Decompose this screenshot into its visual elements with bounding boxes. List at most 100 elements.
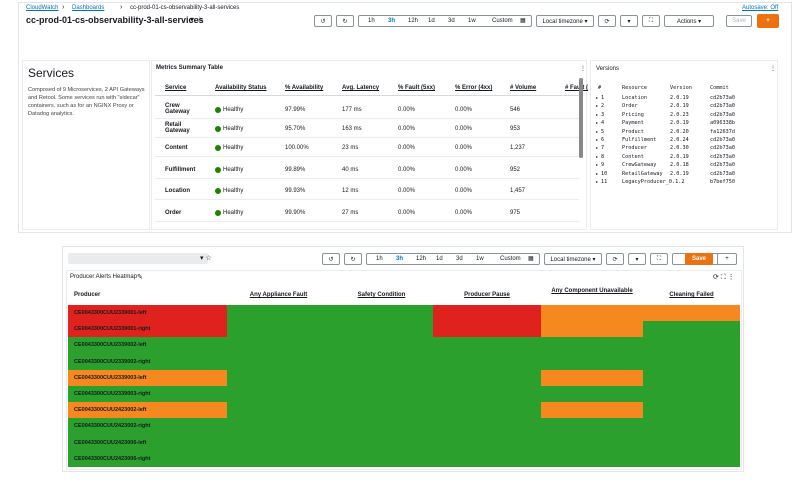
expand-arrow[interactable]: ▸ [596,153,599,159]
heatmap-cell[interactable] [227,305,330,322]
heatmap-cell[interactable] [643,418,740,435]
heatmap-cell[interactable] [541,402,643,419]
heatmap-cell[interactable] [330,434,433,451]
heatmap-cell[interactable] [330,337,433,354]
metrics-column-header[interactable]: Service [165,85,187,91]
heatmap-cell[interactable] [433,305,541,322]
heatmap-cell[interactable] [433,450,541,467]
undo-button[interactable]: ↺ [322,253,340,265]
redo-button[interactable]: ↻ [344,253,362,265]
heatmap-cell[interactable] [227,386,330,403]
heatmap-cell[interactable] [541,434,643,451]
heatmap-cell[interactable] [330,418,433,435]
heatmap-cell[interactable] [330,369,433,386]
title-icons[interactable]: ▾ ☆ [200,255,212,262]
time-range-option[interactable]: 12h [408,18,419,24]
time-range-option[interactable]: 1w [468,18,476,24]
heatmap-column-header[interactable]: Producer [74,292,101,298]
metrics-column-header[interactable]: # Fault ( [565,85,589,91]
time-range-option[interactable]: 1d [428,18,435,24]
heatmap-cell[interactable] [541,353,643,370]
heatmap-cell[interactable] [643,353,740,370]
heatmap-cell[interactable] [643,386,740,403]
save-button[interactable]: Save [685,253,713,265]
expand-arrow[interactable]: ▸ [596,95,599,100]
heatmap-cell[interactable] [541,305,643,322]
widget-menu[interactable]: ⋮ [580,66,586,72]
add-button[interactable]: + [757,14,779,28]
heatmap-cell[interactable] [227,337,330,354]
expand-arrow[interactable]: ▸ [596,103,599,109]
heatmap-cell[interactable] [68,434,227,451]
time-range-option[interactable]: 1h [368,18,375,24]
metrics-column-header[interactable]: # Volume [510,85,537,91]
expand-arrow[interactable]: ▸ [596,170,599,176]
time-range-option[interactable]: 12h [416,256,427,262]
heatmap-cell[interactable] [68,418,227,435]
heatmap-cell[interactable] [541,337,643,354]
time-range-option[interactable]: 1d [436,256,443,262]
heatmap-cell[interactable] [433,337,541,354]
heatmap-cell[interactable] [433,353,541,370]
heatmap-cell[interactable] [643,369,740,386]
fullscreen-button[interactable]: ⛶ [650,253,668,265]
heatmap-cell[interactable] [227,353,330,370]
versions-column-header[interactable]: # [598,85,602,91]
refresh-button[interactable]: ⟳ [598,15,616,27]
time-range-option[interactable]: 1w [476,256,484,262]
heatmap-cell[interactable] [68,321,227,338]
heatmap-cell[interactable] [643,450,740,467]
time-range-option[interactable]: 3h [396,256,404,262]
heatmap-cell[interactable] [643,434,740,451]
custom-range[interactable]: Custom [500,256,521,262]
expand-arrow[interactable]: ▸ [596,111,599,117]
heatmap-cell[interactable] [227,418,330,435]
expand-arrow[interactable]: ▸ [596,120,599,126]
edit-icon[interactable]: ✎ [137,274,143,281]
breadcrumb-item[interactable]: Dashboards [72,5,105,11]
metrics-column-header[interactable]: % Availability [285,85,324,91]
heatmap-cell[interactable] [643,402,740,419]
heatmap-cell[interactable] [68,369,227,386]
heatmap-cell[interactable] [643,337,740,354]
heatmap-cell[interactable] [643,305,740,322]
heatmap-cell[interactable] [330,402,433,419]
heatmap-cell[interactable] [541,369,643,386]
heatmap-cell[interactable] [330,386,433,403]
heatmap-cell[interactable] [330,353,433,370]
timezone-select[interactable]: Local timezone ▾ [536,15,594,27]
expand-arrow[interactable]: ▸ [596,137,599,142]
heatmap-cell[interactable] [227,434,330,451]
heatmap-column-header[interactable]: Any Component Unavailable [551,288,633,294]
versions-column-header[interactable]: Commit [710,85,729,91]
heatmap-column-header[interactable]: Cleaning Failed [669,292,714,298]
heatmap-cell[interactable] [227,369,330,386]
versions-column-header[interactable]: Resource [622,85,647,91]
heatmap-cell[interactable] [433,386,541,403]
heatmap-cell[interactable] [330,321,433,338]
widget-icons[interactable]: ⟳ ⛶ ⋮ [713,274,735,281]
refresh-button[interactable]: ⟳ [606,253,624,265]
heatmap-cell[interactable] [68,386,227,403]
metrics-column-header[interactable]: % Error (4xx) [455,85,493,91]
heatmap-cell[interactable] [227,321,330,338]
heatmap-cell[interactable] [433,418,541,435]
heatmap-cell[interactable] [541,450,643,467]
expand-arrow[interactable]: ▸ [596,145,599,151]
refresh-options[interactable]: ▾ [620,15,638,27]
heatmap-column-header[interactable]: Any Appliance Fault [249,292,308,298]
heatmap-cell[interactable] [643,321,740,338]
heatmap-cell[interactable] [68,305,227,322]
heatmap-cell[interactable] [330,450,433,467]
title-icons[interactable]: ▾ ☆ [190,15,204,24]
metrics-column-header[interactable]: Avg. Latency [342,85,380,91]
heatmap-cell[interactable] [227,402,330,419]
save-button[interactable]: Save [726,15,752,27]
heatmap-cell[interactable] [330,305,433,322]
undo-button[interactable]: ↺ [314,15,332,27]
heatmap-cell[interactable] [541,321,643,338]
scrollbar[interactable] [579,78,583,158]
heatmap-cell[interactable] [433,369,541,386]
fullscreen-button[interactable]: ⛶ [642,15,660,27]
autosave[interactable]: Autosave: Off [742,5,779,11]
